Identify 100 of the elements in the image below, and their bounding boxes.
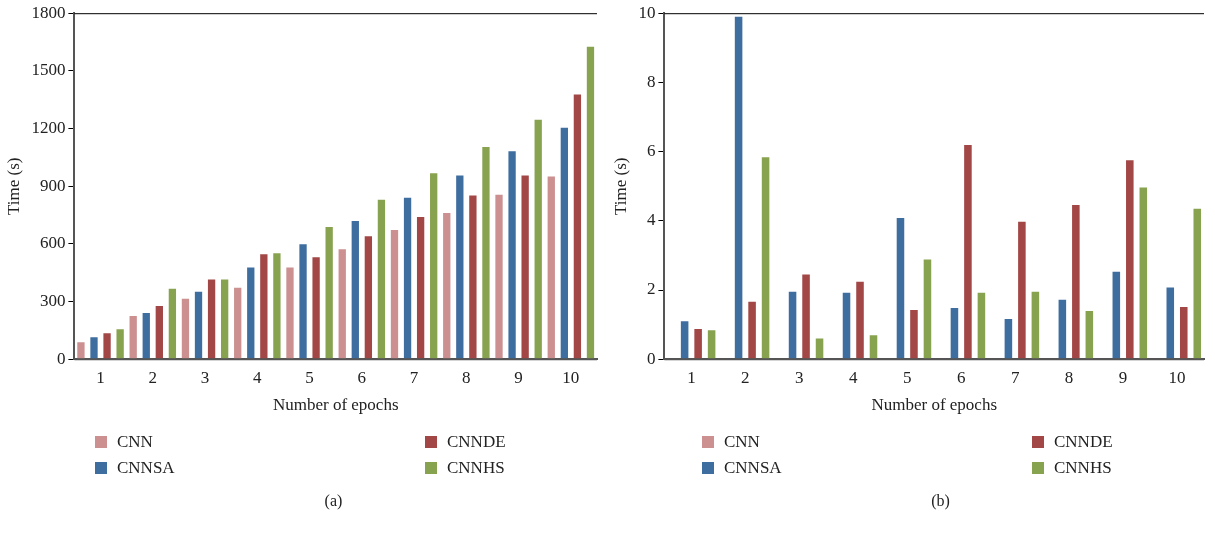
bar [90,337,98,359]
bar [247,267,255,359]
bar [1112,271,1121,359]
bar [299,244,307,359]
bar [1139,187,1148,359]
text: (b) [930,492,951,510]
x-tick-label: 7 [1010,367,1020,387]
bar [482,146,490,359]
y-tick-label: 600 [39,233,66,253]
bar [1166,287,1175,359]
bar [364,236,373,359]
bar [116,329,124,359]
y-tick-label: 300 [39,291,66,310]
bar [234,287,242,359]
x-tick-label: 8 [1064,367,1074,387]
bar [560,127,568,359]
bar [351,220,359,359]
bar [896,218,905,359]
y-tick-label: 2 [646,279,656,299]
x-axis-title: Number of epochs [871,395,997,415]
x-tick-label: 2 [741,367,750,387]
bar [207,279,216,359]
bar [923,259,932,359]
bar [286,267,294,359]
legend-label: CNNSA [724,458,782,478]
x-tick-label: 5 [305,367,314,387]
x-tick-label: 8 [462,367,471,387]
y-tick-label: 0 [56,348,66,368]
legend-label: CNNHS [447,458,505,478]
bar [707,330,716,359]
bar [869,335,878,359]
bar [273,253,281,359]
y-tick-label: 10 [638,2,656,22]
bar [1193,208,1202,359]
x-tick-label: 10 [562,367,580,387]
bar [1004,319,1013,359]
bar [734,16,743,359]
bar [181,298,190,359]
bar [142,313,150,359]
bar [586,46,595,359]
y-axis-title: Time (s) [3,157,23,215]
bar [220,279,229,359]
bar [390,230,399,359]
legend-label: CNN [117,432,153,452]
bar [456,175,464,359]
legend-label: CNNSA [117,458,175,478]
legend-label: CNN [724,432,760,452]
x-tick-label: 4 [849,367,859,387]
x-tick-label: 3 [795,367,804,387]
bar [103,333,111,359]
bar [77,342,85,359]
bar [1126,160,1134,359]
bar [1179,306,1188,359]
bar [469,195,477,359]
bar [260,254,268,359]
bar [547,176,555,359]
bar [842,292,851,359]
y-tick-label: 900 [39,175,66,195]
bar [1018,221,1026,359]
y-tick-label: 8 [646,71,656,91]
bar [443,212,451,359]
text: (a) [323,492,344,510]
legend-label: CNNDE [447,432,506,452]
bar [856,281,864,359]
bar [573,94,582,359]
x-tick-label: 3 [200,367,210,387]
y-tick-label: 4 [646,210,656,230]
bar [910,310,918,359]
x-tick-label: 1 [687,367,696,387]
bar [680,321,689,359]
y-tick-label: 6 [646,141,656,161]
bar [802,274,810,359]
legend-label: CNNHS [1054,458,1112,478]
bar [1058,299,1067,359]
bar [521,175,529,359]
bar [1085,311,1094,359]
bar [377,199,386,359]
x-tick-label: 4 [253,367,263,387]
bar [430,173,438,359]
y-tick-label: 1200 [31,118,66,137]
bar [194,291,203,359]
x-tick-label: 10 [1168,367,1186,387]
bar [964,145,972,359]
x-axis-title: Number of epochs [272,395,399,415]
bar [788,291,797,359]
bar [155,305,163,359]
bar [338,249,346,359]
bar [1072,204,1080,359]
x-tick-label: 5 [902,367,912,387]
bar [815,338,824,359]
bar [325,226,333,359]
bar [977,292,986,359]
y-tick-label: 1500 [31,60,66,80]
bar [748,301,756,359]
x-tick-label: 7 [409,367,419,387]
legend-label: CNNDE [1054,432,1113,452]
x-tick-label: 9 [1118,367,1128,387]
bar [403,197,412,359]
bar [761,157,770,359]
x-tick-label: 6 [357,367,367,387]
